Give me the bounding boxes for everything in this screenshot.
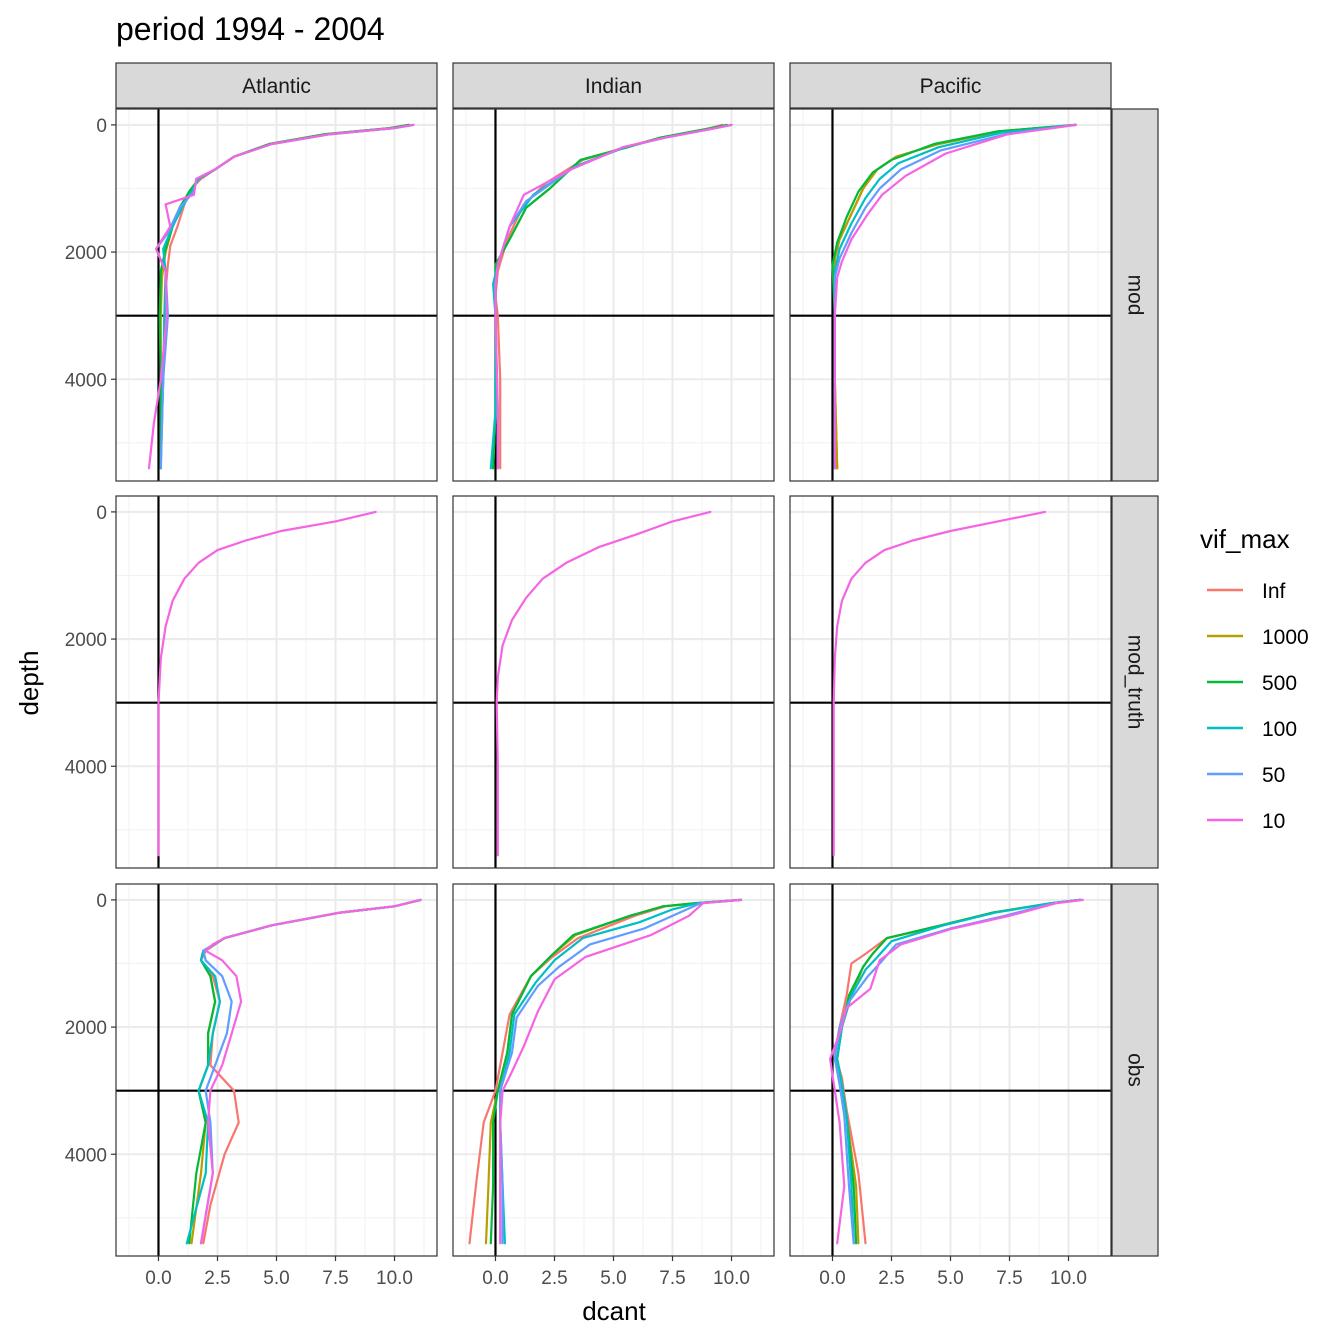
panel-mod-indian <box>452 108 775 482</box>
panel-mod-pacific <box>789 108 1112 482</box>
series-group <box>468 898 743 1245</box>
strip-label-pacific: Pacific <box>920 75 982 98</box>
legend-label-10: 10 <box>1262 810 1285 833</box>
strip-pacific <box>789 62 1112 109</box>
series-line-10 <box>147 123 415 470</box>
strip-label-mod-truth: mod_truth <box>1124 635 1147 730</box>
panel-border <box>789 108 1112 482</box>
y-axis-title: depth <box>14 650 44 715</box>
panel-border <box>452 495 775 869</box>
x-tick-label: 5.0 <box>937 1268 963 1289</box>
series-line-10 <box>828 898 1084 1245</box>
strip-label-atlantic: Atlantic <box>242 75 311 98</box>
series-line-10 <box>494 123 733 470</box>
x-tick-label: 7.5 <box>659 1268 685 1289</box>
y-tick-label: 0 <box>96 116 107 137</box>
series-group <box>185 898 422 1245</box>
strip-obs <box>1111 883 1159 1257</box>
x-tick-label: 10.0 <box>1050 1268 1087 1289</box>
y-tick-label: 0 <box>96 503 107 524</box>
x-tick-label: 0.0 <box>145 1268 171 1289</box>
strip-label-obs: obs <box>1124 1053 1147 1087</box>
x-tick-label: 2.5 <box>878 1268 904 1289</box>
legend: vif_max Inf 1000 500 100 50 10 <box>1200 524 1309 833</box>
series-line-all <box>157 510 377 857</box>
x-tick-label: 0.0 <box>482 1268 508 1289</box>
y-tick-label: 2000 <box>65 630 107 651</box>
series-group <box>489 123 733 470</box>
panel-mod-truth-pacific <box>789 495 1112 869</box>
y-tick-label: 4000 <box>65 1145 107 1166</box>
legend-label-100: 100 <box>1262 718 1297 741</box>
series-group <box>832 510 1047 857</box>
legend-title: vif_max <box>1200 524 1290 554</box>
x-tick-label: 7.5 <box>996 1268 1022 1289</box>
series-line-500 <box>489 898 743 1245</box>
strip-label-indian: Indian <box>585 75 642 98</box>
series-group <box>157 510 377 857</box>
x-axis-title: dcant <box>582 1296 646 1326</box>
y-tick-label: 4000 <box>65 757 107 778</box>
series-line-all <box>495 510 712 857</box>
series-group <box>831 123 1077 470</box>
panel-border <box>115 108 438 482</box>
legend-label-500: 500 <box>1262 672 1297 695</box>
panel-mod-truth-indian <box>452 495 775 869</box>
series-line-10 <box>199 898 422 1245</box>
strip-mod <box>1111 108 1159 482</box>
x-tick-label: 2.5 <box>541 1268 567 1289</box>
series-group <box>828 898 1084 1245</box>
x-tick-label: 10.0 <box>376 1268 413 1289</box>
panel-obs-atlantic: 0 2000 4000 0.0 2.5 5.0 7.5 10.0 <box>65 883 438 1289</box>
panel-mod-truth-atlantic: 0 2000 4000 <box>65 495 438 869</box>
strip-label-mod: mod <box>1124 275 1147 316</box>
strip-indian <box>452 62 775 109</box>
panel-border <box>789 495 1112 869</box>
legend-label-1000: 1000 <box>1262 626 1309 649</box>
y-tick-label: 0 <box>96 891 107 912</box>
series-group <box>147 123 415 470</box>
y-tick-label: 4000 <box>65 370 107 391</box>
x-tick-label: 0.0 <box>819 1268 845 1289</box>
panel-mod-atlantic: 0 2000 4000 <box>65 108 438 482</box>
series-line-100 <box>836 898 1082 1245</box>
chart-title: period 1994 - 2004 <box>116 11 385 47</box>
x-tick-label: 7.5 <box>322 1268 348 1289</box>
series-line-10 <box>833 123 1077 470</box>
panel-obs-indian: 0.0 2.5 5.0 7.5 10.0 <box>452 883 775 1289</box>
panel-border <box>115 495 438 869</box>
panel-obs-pacific: 0.0 2.5 5.0 7.5 10.0 <box>789 883 1112 1289</box>
x-tick-label: 5.0 <box>600 1268 626 1289</box>
panel-border <box>452 108 775 482</box>
x-tick-label: 2.5 <box>204 1268 230 1289</box>
y-tick-label: 2000 <box>65 1018 107 1039</box>
x-tick-label: 10.0 <box>713 1268 750 1289</box>
series-line-10 <box>499 898 743 1245</box>
series-line-all <box>832 510 1047 857</box>
y-tick-label: 2000 <box>65 243 107 264</box>
strip-mod-truth <box>1111 495 1159 869</box>
series-group <box>495 510 712 857</box>
x-tick-label: 5.0 <box>263 1268 289 1289</box>
legend-label-50: 50 <box>1262 764 1285 787</box>
strip-atlantic <box>115 62 438 109</box>
legend-label-inf: Inf <box>1262 580 1286 603</box>
